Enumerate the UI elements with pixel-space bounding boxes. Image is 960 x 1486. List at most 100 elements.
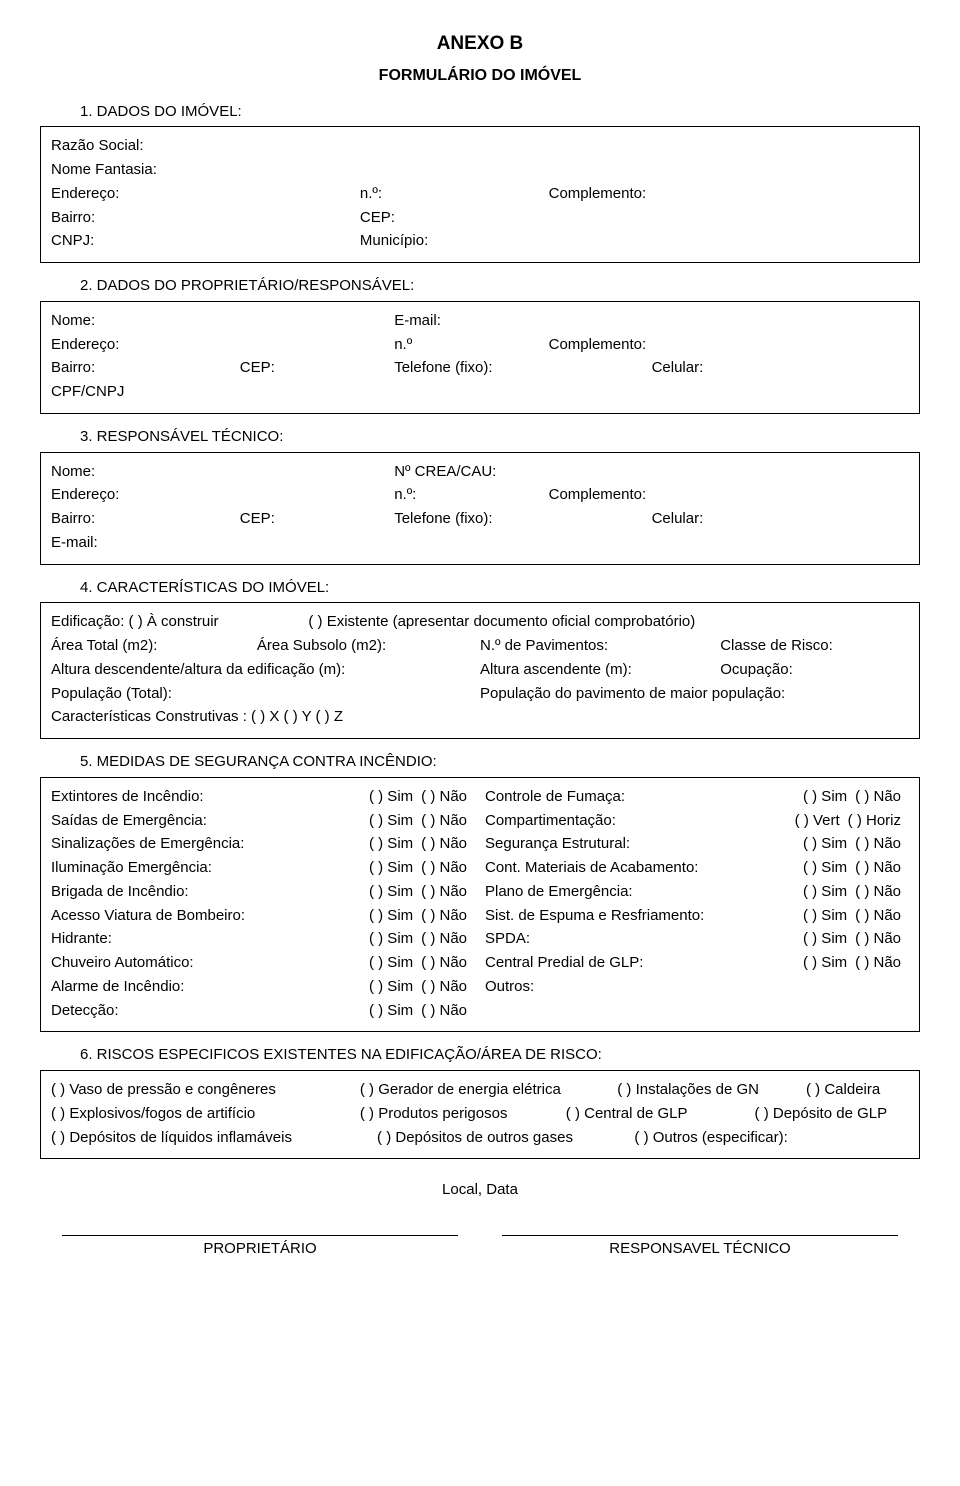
risk-item: ( ) Produtos perigosos	[360, 1103, 566, 1125]
opt-nao: ( ) Não	[855, 881, 909, 903]
label-complemento: Complemento:	[549, 183, 647, 205]
s5-item: Cont. Materiais de Acabamento:	[485, 857, 803, 879]
opt-nao: ( ) Não	[855, 833, 909, 855]
s5-item: Outros:	[485, 976, 909, 998]
s5-item: Compartimentação:	[485, 810, 795, 832]
opt-sim: ( ) Sim	[369, 976, 421, 998]
opt-nao: ( ) Não	[421, 810, 475, 832]
s5-item: Saídas de Emergência:	[51, 810, 369, 832]
opt-nao: ( ) Não	[855, 952, 909, 974]
opt-sim: ( ) Sim	[369, 857, 421, 879]
sig-proprietario: PROPRIETÁRIO	[62, 1235, 458, 1260]
label-bairro: Bairro:	[51, 207, 360, 229]
s1-box: Razão Social: Nome Fantasia: Endereço: n…	[40, 126, 920, 263]
risk-item: ( ) Gerador de energia elétrica	[360, 1079, 617, 1101]
s4-box: Edificação: ( ) À construir ( ) Existent…	[40, 602, 920, 739]
sig-label-resp-tecnico: RESPONSAVEL TÉCNICO	[502, 1238, 898, 1260]
label-altura-desc: Altura descendente/altura da edificação …	[51, 659, 480, 681]
opt-sim: ( ) Sim	[369, 810, 421, 832]
label-endereco: Endereço:	[51, 484, 394, 506]
label-num: n.º:	[360, 183, 549, 205]
label-telefone: Telefone (fixo):	[394, 357, 651, 379]
label-razao: Razão Social:	[51, 135, 144, 157]
opt-sim: ( ) Sim	[803, 857, 855, 879]
opt-nao: ( ) Não	[421, 857, 475, 879]
sig-resp-tecnico: RESPONSAVEL TÉCNICO	[502, 1235, 898, 1260]
s5-item: Segurança Estrutural:	[485, 833, 803, 855]
opt-nao: ( ) Não	[855, 786, 909, 808]
opt-nao: ( ) Não	[421, 928, 475, 950]
opt-sim: ( ) Sim	[803, 952, 855, 974]
s3-heading: 3. RESPONSÁVEL TÉCNICO:	[80, 426, 920, 448]
label-email: E-mail:	[394, 310, 441, 332]
sig-label-proprietario: PROPRIETÁRIO	[62, 1238, 458, 1260]
opt-sim: ( ) Sim	[369, 881, 421, 903]
label-complemento: Complemento:	[549, 484, 647, 506]
opt-sim: ( ) Sim	[803, 786, 855, 808]
page: ANEXO B FORMULÁRIO DO IMÓVEL 1. DADOS DO…	[0, 0, 960, 1300]
opt-sim: ( ) Sim	[803, 905, 855, 927]
s5-item: Iluminação Emergência:	[51, 857, 369, 879]
s5-item: SPDA:	[485, 928, 803, 950]
label-num: n.º:	[394, 484, 548, 506]
opt-sim: ( ) Sim	[803, 928, 855, 950]
label-bairro: Bairro:	[51, 508, 240, 530]
label-area-subsolo: Área Subsolo (m2):	[257, 635, 480, 657]
label-celular: Celular:	[652, 508, 704, 530]
s5-item: Plano de Emergência:	[485, 881, 803, 903]
opt-nao: ( ) Não	[421, 786, 475, 808]
label-cep: CEP:	[240, 357, 394, 379]
title-anexo: ANEXO B	[40, 30, 920, 58]
risk-item: ( ) Caldeira	[806, 1079, 880, 1101]
label-cnpj: CNPJ:	[51, 230, 360, 252]
risk-item: ( ) Depósito de GLP	[755, 1103, 888, 1125]
label-num: n.º	[394, 334, 548, 356]
label-carac-const: Características Construtivas : ( ) X ( )…	[51, 706, 343, 728]
title-formulario: FORMULÁRIO DO IMÓVEL	[40, 64, 920, 87]
opt-sim: ( ) Sim	[803, 833, 855, 855]
sig-line	[502, 1235, 898, 1236]
label-municipio: Município:	[360, 230, 428, 252]
opt-nao: ( ) Não	[855, 905, 909, 927]
label-celular: Celular:	[652, 357, 704, 379]
s5-item: Chuveiro Automático:	[51, 952, 369, 974]
s5-item: Acesso Viatura de Bombeiro:	[51, 905, 369, 927]
opt-nao: ( ) Não	[421, 952, 475, 974]
label-altura-asc: Altura ascendente (m):	[480, 659, 720, 681]
label-pavimentos: N.º de Pavimentos:	[480, 635, 720, 657]
opt-nao: ( ) Não	[421, 905, 475, 927]
opt-sim: ( ) Sim	[369, 928, 421, 950]
label-endereco: Endereço:	[51, 183, 360, 205]
s5-item: Detecção:	[51, 1000, 369, 1022]
s6-box: ( ) Vaso de pressão e congêneres ( ) Ger…	[40, 1070, 920, 1159]
label-edif-existente: ( ) Existente (apresentar documento ofic…	[308, 611, 695, 633]
signature-row: PROPRIETÁRIO RESPONSAVEL TÉCNICO	[40, 1235, 920, 1260]
opt-nao: ( ) Não	[421, 976, 475, 998]
label-edif-construir: Edificação: ( ) À construir	[51, 611, 308, 633]
opt-sim: ( ) Sim	[369, 833, 421, 855]
s6-heading: 6. RISCOS ESPECIFICOS EXISTENTES NA EDIF…	[80, 1044, 920, 1066]
opt-sim: ( ) Sim	[369, 1000, 421, 1022]
label-classe-risco: Classe de Risco:	[720, 635, 833, 657]
label-complemento: Complemento:	[549, 334, 647, 356]
risk-item: ( ) Depósitos de líquidos inflamáveis	[51, 1127, 377, 1149]
opt-nao: ( ) Não	[421, 833, 475, 855]
risk-item: ( ) Explosivos/fogos de artifício	[51, 1103, 360, 1125]
s5-col-left: Extintores de Incêndio:( ) Sim( ) Não Sa…	[51, 784, 475, 1024]
s5-item: Hidrante:	[51, 928, 369, 950]
s3-box: Nome: Nº CREA/CAU: Endereço: n.º: Comple…	[40, 452, 920, 565]
opt-sim: ( ) Sim	[369, 786, 421, 808]
s2-heading: 2. DADOS DO PROPRIETÁRIO/RESPONSÁVEL:	[80, 275, 920, 297]
risk-item: ( ) Outros (especificar):	[634, 1127, 787, 1149]
opt-nao: ( ) Não	[421, 881, 475, 903]
label-nome: Nome:	[51, 310, 394, 332]
label-nome-fantasia: Nome Fantasia:	[51, 159, 157, 181]
opt-horiz: ( ) Horiz	[848, 810, 909, 832]
label-email: E-mail:	[51, 532, 98, 554]
label-endereco: Endereço:	[51, 334, 394, 356]
s5-item: Controle de Fumaça:	[485, 786, 803, 808]
label-telefone: Telefone (fixo):	[394, 508, 651, 530]
local-data: Local, Data	[40, 1179, 920, 1201]
opt-nao: ( ) Não	[855, 928, 909, 950]
opt-nao: ( ) Não	[421, 1000, 475, 1022]
